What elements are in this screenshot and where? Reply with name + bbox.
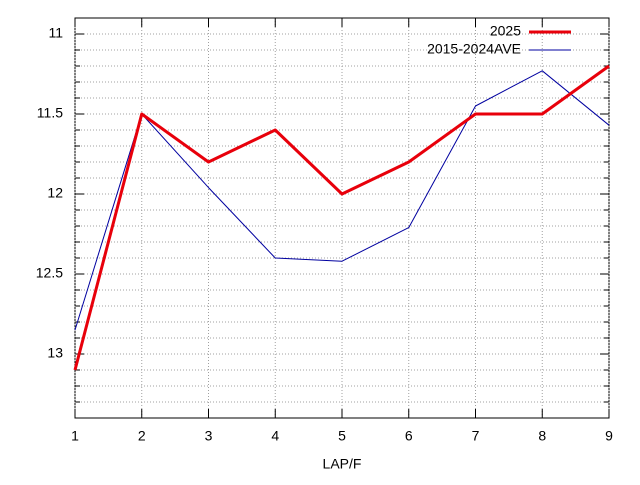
x-tick-label: 6 <box>405 428 413 444</box>
x-tick-label: 9 <box>605 428 613 444</box>
x-tick-label: 3 <box>205 428 213 444</box>
x-tick-label: 4 <box>271 428 279 444</box>
y-tick-label: 12.5 <box>36 265 63 281</box>
y-tick-label: 11 <box>48 25 63 41</box>
y-tick-label: 11.5 <box>37 105 63 121</box>
x-tick-label: 2 <box>138 428 146 444</box>
y-tick-label: 12 <box>47 185 63 201</box>
legend-label: 2015-2024AVE <box>427 41 521 57</box>
x-tick-label: 7 <box>472 428 480 444</box>
x-axis-label: LAP/F <box>323 456 362 472</box>
series-line <box>73 64 610 371</box>
x-tick-label: 1 <box>71 428 79 444</box>
legend-label: 2025 <box>490 23 521 39</box>
y-tick-label: 13 <box>47 345 63 361</box>
x-tick-label: 8 <box>538 428 546 444</box>
x-tick-label: 5 <box>338 428 346 444</box>
series-line <box>74 70 610 331</box>
